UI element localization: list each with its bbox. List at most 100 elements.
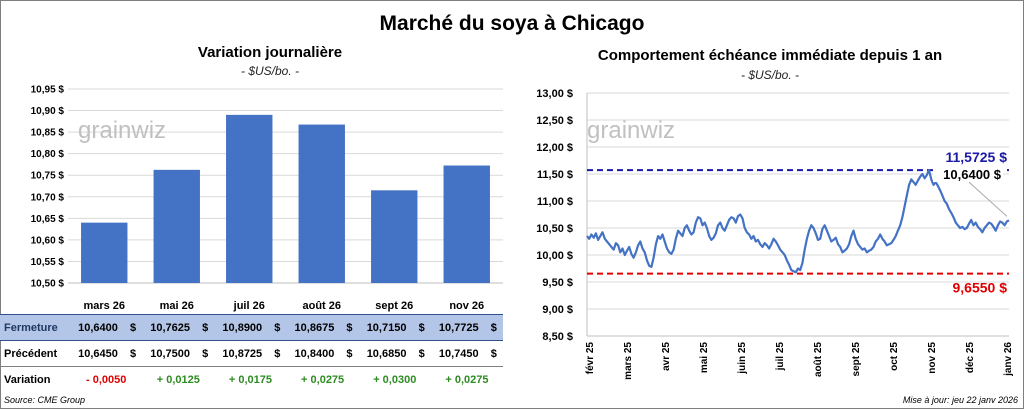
cell-value: 10,6450	[78, 347, 118, 360]
bar-y-tick-label: 10,95 $	[31, 85, 65, 96]
cell-currency: $	[418, 321, 425, 334]
left-chart-unit: - $US/bo. -	[240, 64, 300, 78]
line-y-tick-label: 12,50 $	[536, 115, 573, 127]
table-cell: - 0,0050	[86, 373, 127, 386]
bar	[443, 165, 490, 283]
high-label: 11,5725 $	[945, 149, 1007, 165]
bar-x-tick-label: août 26	[302, 300, 341, 312]
line-x-tick-label: nov 25	[927, 342, 938, 374]
cell-value: 10,6400	[78, 321, 118, 334]
table-cell: + 0,0300	[373, 373, 417, 386]
bar-y-tick-label: 10,90 $	[31, 106, 65, 117]
cell-value: 10,7450	[438, 347, 479, 360]
table-cell: 10,6400 $	[70, 315, 142, 341]
row-label: Variation	[4, 373, 51, 386]
table-cell: 10,8725 $	[214, 340, 287, 367]
table-cell: 10,8675 $	[287, 315, 359, 341]
line-y-tick-label: 11,00 $	[537, 196, 573, 208]
bar-y-tick-label: 10,60 $	[31, 235, 65, 246]
table-cell: 10,6450 $	[70, 340, 143, 367]
cell-value: 10,7150	[366, 321, 407, 334]
update-note: Mise à jour: jeu 22 janv 2026	[902, 395, 1018, 405]
line-y-tick-label: 10,00 $	[536, 250, 573, 262]
line-x-tick-label: janv 26	[1003, 342, 1014, 377]
bar	[226, 114, 273, 283]
cell-value: 10,7725	[438, 321, 479, 334]
table-cell: 10,7725 $	[431, 315, 503, 341]
variation-row: Variation - 0,0050 + 0,0125 + 0,0175 + 0,027…	[0, 367, 503, 393]
current-leader-line	[968, 181, 1008, 217]
bar-y-tick-label: 10,55 $	[31, 257, 65, 268]
cell-value: 10,8675	[294, 321, 335, 334]
close-row: Fermeture 10,6400 $10,7625 $10,8900 $10,8675…	[0, 314, 503, 341]
table-cell: + 0,0175	[228, 373, 273, 386]
bar-x-tick-label: mai 26	[160, 300, 194, 312]
line-x-tick-label: août 25	[813, 342, 824, 377]
cell-value: 10,8400	[294, 347, 335, 360]
line-x-tick-label: juin 25	[737, 342, 748, 375]
bar-y-tick-label: 10,85 $	[31, 128, 65, 139]
line-x-axis: févr 25 mars 25 avr 25 mai 25 juin 25 juil 25…	[585, 342, 1014, 380]
bar-y-tick-label: 10,70 $	[31, 192, 65, 203]
table-cell: 10,7625 $	[142, 315, 214, 341]
table-cell: 10,7500 $	[142, 340, 215, 367]
table-cell: 10,7150 $	[359, 315, 431, 341]
line-x-tick-label: déc 25	[965, 342, 976, 374]
table-cell: 10,8900 $	[214, 315, 286, 341]
bar-x-tick-label: juil 26	[233, 300, 265, 312]
bar-y-axis: 10,50 $ 10,55 $ 10,60 $ 10,65 $ 10,70 $ 10,75…	[31, 85, 65, 290]
cell-currency: $	[346, 347, 353, 360]
cell-value: 10,8900	[222, 321, 263, 334]
table-cell: 10,8400 $	[286, 340, 359, 367]
price-table: Fermeture 10,6400 $10,7625 $10,8900 $10,8675…	[0, 314, 503, 392]
row-label: Précédent	[0, 340, 71, 367]
left-watermark: grainwiz	[78, 117, 166, 144]
line-x-tick-label: oct 25	[889, 342, 900, 371]
right-chart-title: Comportement échéance immédiate depuis 1…	[597, 47, 943, 64]
cell-currency: $	[202, 321, 209, 334]
cell-currency: $	[346, 321, 353, 334]
table-cell: 10,6850 $	[358, 340, 431, 367]
bar-x-tick-label: nov 26	[449, 300, 484, 312]
cell-value: 10,7500	[150, 347, 191, 360]
line-x-tick-label: mars 25	[623, 342, 634, 380]
price-line	[586, 169, 1010, 274]
cell-value: 10,7625	[150, 321, 191, 334]
line-x-tick-label: sept 25	[851, 342, 862, 377]
line-y-tick-label: 11,50 $	[537, 169, 573, 181]
bar-y-tick-label: 10,80 $	[31, 149, 65, 160]
line-chart: grainwiz 8,50 $ 9,00 $ 9,50 $ 10,00 $ 10,50 …	[536, 88, 1014, 380]
bar	[298, 124, 345, 283]
cell-currency: $	[130, 347, 137, 360]
previous-row: Précédent 10,6450 $10,7500 $10,8725 $10,8400…	[0, 340, 503, 367]
line-y-tick-label: 12,00 $	[536, 142, 573, 154]
bar-x-axis: mars 26 mai 26 juil 26 août 26 sept 26 nov 26	[83, 300, 484, 312]
table-cell: + 0,0125	[156, 373, 200, 386]
row-label: Fermeture	[4, 321, 58, 334]
cell-currency: $	[130, 321, 137, 334]
line-y-axis: 8,50 $ 9,00 $ 9,50 $ 10,00 $ 10,50 $ 11,00 $ 1…	[536, 88, 573, 343]
bar-y-tick-label: 10,75 $	[31, 171, 65, 182]
source-note: Source: CME Group	[4, 395, 86, 405]
cell-value: 10,6850	[366, 347, 407, 360]
cell-currency: $	[490, 347, 497, 360]
line-x-tick-label: juil 25	[775, 342, 786, 372]
line-y-tick-label: 9,00 $	[542, 304, 573, 316]
table-cell: 10,7450 $	[430, 340, 503, 367]
right-chart-unit: - $US/bo. -	[740, 68, 800, 82]
line-y-tick-label: 13,00 $	[536, 88, 573, 100]
bar	[81, 222, 128, 283]
cell-value: 10,8725	[222, 347, 263, 360]
left-chart-title: Variation journalière	[197, 44, 343, 61]
current-label: 10,6400 $	[943, 167, 1002, 182]
bar	[371, 190, 418, 283]
line-series	[586, 169, 1010, 274]
reference-lines	[587, 169, 1009, 275]
bar-x-tick-label: sept 26	[375, 300, 413, 312]
cell-currency: $	[274, 321, 281, 334]
bar-y-tick-label: 10,65 $	[31, 214, 65, 225]
bar-x-tick-label: mars 26	[83, 300, 125, 312]
table-cell: + 0,0275	[301, 373, 345, 386]
cell-currency: $	[202, 347, 209, 360]
current-label-bg	[933, 167, 1003, 183]
